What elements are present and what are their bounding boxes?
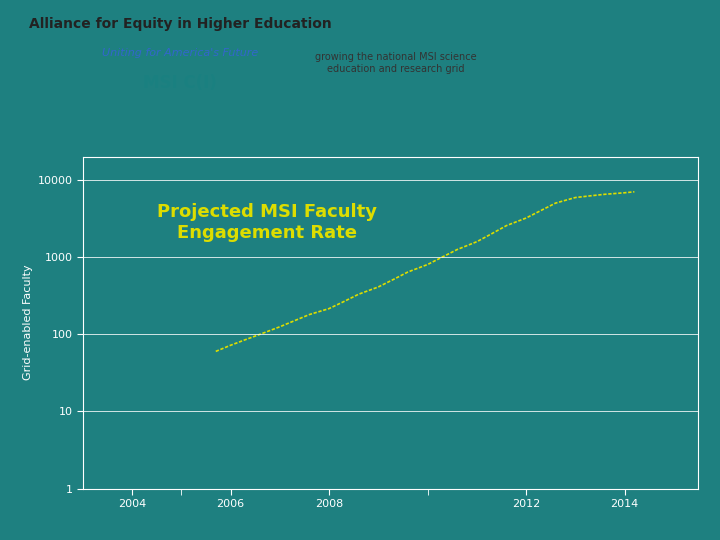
Y-axis label: Grid-enabled Faculty: Grid-enabled Faculty [23, 265, 33, 381]
Text: Alliance for Equity in Higher Education: Alliance for Equity in Higher Education [29, 17, 331, 31]
Text: growing the national MSI science
education and research grid: growing the national MSI science educati… [315, 52, 477, 74]
Text: MSI C(I): MSI C(I) [143, 73, 217, 92]
Text: Uniting for America's Future: Uniting for America's Future [102, 49, 258, 58]
Text: Projected MSI Faculty
Engagement Rate: Projected MSI Faculty Engagement Rate [158, 203, 377, 242]
